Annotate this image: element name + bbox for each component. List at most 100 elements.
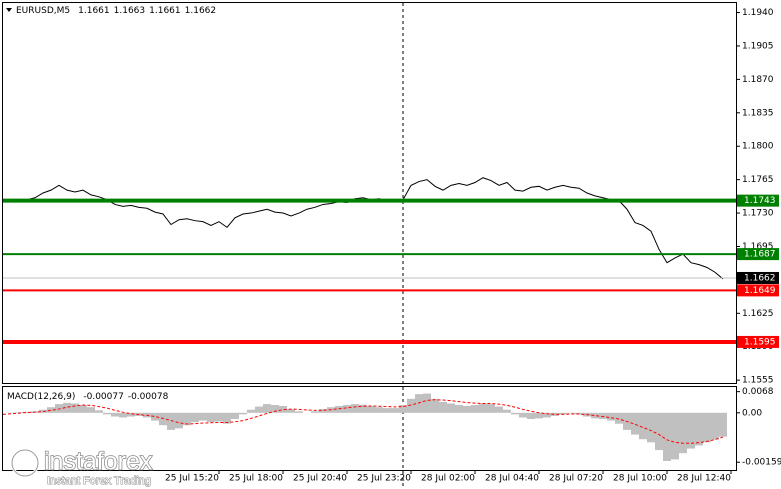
y-tick-label: -0.00159	[742, 458, 781, 468]
header-part: 1.1661	[78, 6, 110, 16]
macd-panel	[2, 386, 737, 471]
histogram-bar	[703, 412, 711, 443]
histogram-bar	[159, 412, 167, 426]
histogram-bar	[207, 412, 215, 423]
histogram-bar	[247, 409, 255, 413]
histogram-bar	[543, 412, 551, 418]
plot-layer: 1.1940 1.1905 1.1870 1.1835 1.1800 1.1765 1.17…	[2, 8, 781, 484]
histogram-bar	[79, 405, 87, 413]
histogram-bar	[671, 412, 679, 460]
histogram-bar	[63, 402, 71, 413]
current-price-box	[737, 271, 779, 284]
y-tick-label: 1.1835	[742, 108, 774, 118]
histogram-bar	[343, 405, 351, 413]
x-tick-label: 25 Jul 20:40	[293, 474, 347, 484]
histogram-bar	[719, 412, 727, 437]
histogram-bar	[239, 412, 247, 415]
histogram-bar	[23, 411, 31, 413]
histogram-bar	[263, 404, 271, 413]
logo-icon-outline	[11, 449, 39, 477]
level-label-box	[737, 248, 779, 261]
histogram-bar	[567, 412, 575, 414]
histogram-bar	[455, 405, 463, 413]
logo-slogan: Instant Forex Trading	[47, 475, 151, 487]
histogram-bar	[471, 405, 479, 413]
header-part: -0.00077	[83, 392, 123, 402]
histogram-bar	[551, 412, 559, 416]
histogram-bar	[127, 412, 135, 417]
histogram-bar	[183, 412, 191, 426]
histogram-bar	[375, 407, 383, 413]
histogram-bar	[479, 403, 487, 413]
header-part: MACD(12,26,9)	[7, 392, 75, 402]
x-tick-label: 28 Jul 12:40	[677, 474, 731, 484]
histogram-bar	[151, 412, 159, 421]
y-tick-label: 1.1905	[742, 41, 774, 51]
histogram-bar	[439, 401, 447, 413]
level-label: 1.1649	[744, 286, 776, 296]
histogram-bar	[15, 412, 23, 413]
current-price-label: 1.1662	[744, 273, 776, 283]
histogram-bar	[175, 412, 183, 429]
histogram-bar	[55, 404, 63, 413]
histogram-bar	[447, 403, 455, 413]
y-tick-label: 0.0068	[742, 387, 774, 397]
x-tick-label: 28 Jul 10:00	[613, 474, 667, 484]
header-part: 1.1663	[114, 6, 146, 16]
y-tick-label: 1.1765	[742, 175, 774, 185]
y-tick-label: 1.1695	[742, 242, 774, 252]
histogram-bar	[295, 411, 303, 413]
histogram-bar	[383, 408, 391, 413]
histogram-bar	[631, 412, 639, 435]
histogram-bar	[399, 405, 407, 413]
histogram-bar	[311, 411, 319, 413]
menu-triangle	[6, 8, 12, 12]
histogram-bar	[335, 405, 343, 413]
histogram-bar	[199, 412, 207, 421]
histogram-bar	[119, 412, 127, 418]
histogram-bar	[639, 412, 647, 440]
y-tick-label: 1.1800	[742, 142, 774, 152]
y-tick-label: 1.1940	[742, 8, 774, 18]
series-line	[2, 399, 724, 444]
level-label: 1.1595	[744, 337, 776, 347]
histogram-bar	[535, 412, 543, 419]
histogram-bar	[647, 412, 655, 443]
y-tick-label: 1.1730	[742, 209, 774, 219]
x-tick-label: 25 Jul 15:20	[165, 474, 219, 484]
histogram-bar	[615, 412, 623, 424]
histogram-bar	[87, 407, 95, 413]
histogram-bar	[695, 412, 703, 446]
histogram-bar	[415, 394, 423, 413]
histogram-bar	[71, 403, 79, 413]
histogram-bar	[407, 398, 415, 413]
header-part: 1.1662	[185, 6, 217, 16]
histogram-bar	[231, 412, 239, 420]
histogram-bar	[519, 412, 527, 418]
histogram-bar	[279, 405, 287, 413]
x-tick-label: 25 Jul 23:20	[357, 474, 411, 484]
watermark: instaforex Instant Forex Trading	[10, 447, 154, 487]
header-part: EURUSD,M5	[16, 6, 70, 16]
histogram-bar	[271, 405, 279, 413]
histogram-bar	[527, 412, 535, 420]
histogram-bar	[711, 412, 719, 440]
histogram-bar	[287, 409, 295, 413]
histogram-bar	[495, 406, 503, 413]
histogram-bar	[111, 412, 119, 417]
histogram-bar	[215, 412, 223, 422]
histogram-bar	[679, 412, 687, 454]
histogram-bar	[423, 393, 431, 413]
level-label-box	[737, 335, 779, 348]
macd-header: MACD(12,26,9) -0.00077 -0.00078	[7, 392, 169, 402]
level-label: 1.1687	[744, 250, 776, 260]
price-panel	[2, 2, 737, 384]
histogram-bar	[559, 412, 567, 415]
histogram-bar	[351, 404, 359, 413]
histogram-bar	[47, 407, 55, 413]
level-label: 1.1743	[744, 196, 776, 206]
histogram-bar	[319, 409, 327, 413]
header-part: 1.1661	[149, 6, 181, 16]
histogram-bar	[503, 409, 511, 413]
